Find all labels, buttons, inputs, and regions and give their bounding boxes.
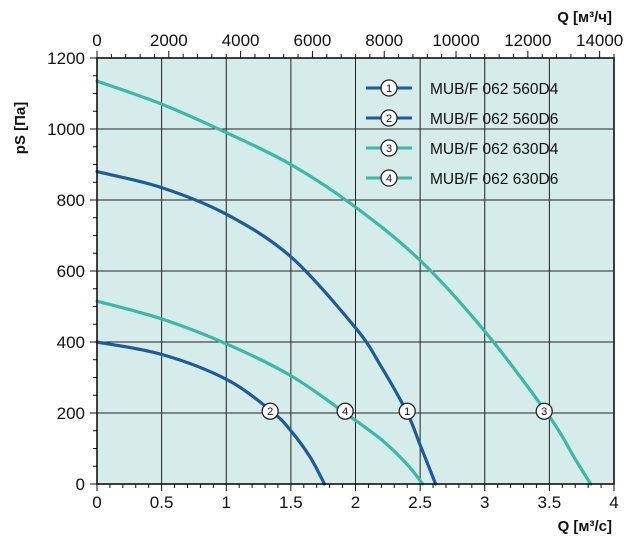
x2-tick-label: 12000 [504,31,551,50]
series-marker-2 [261,402,279,420]
series-markers: 1 2 3 4 [261,402,553,420]
legend-entry-3: MUB/F 062 630D4 [430,141,559,158]
legend-marker-3 [380,139,398,157]
legend-entry-4: MUB/F 062 630D6 [430,171,558,188]
y-tick-label: 0 [76,475,85,494]
legend-marker-label-4: 4 [386,173,392,185]
x2-tick-label: 6000 [294,31,332,50]
x2-tick-label: 8000 [365,31,403,50]
y-tick-label: 1200 [47,49,85,68]
x2-tick-label: 4000 [222,31,260,50]
y-tick-label: 1000 [47,120,85,139]
series-line-3 [95,79,593,486]
x-tick-label: 2.5 [408,493,432,512]
x2-tick-label: 10000 [432,31,479,50]
x2-tick-label: 14000 [576,31,623,50]
legend-entry-2: MUB/F 062 560D6 [430,111,558,128]
x2-tick-label: 2000 [150,31,188,50]
legend-entry-1: MUB/F 062 560D4 [430,81,559,98]
x-tick-label: 2 [351,493,360,512]
series-marker-3 [535,402,553,420]
x-tick-label: 3 [480,493,489,512]
x-tick-label: 1 [222,493,231,512]
series-line-4 [95,299,425,486]
grid [97,58,614,484]
y-tick-label: 400 [57,333,85,352]
legend-marker-4 [380,169,398,187]
x-tick-label: 0 [92,493,101,512]
y-tick-label: 600 [57,262,85,281]
series-line-1 [95,170,438,486]
legend-marker-label-3: 3 [386,143,392,155]
legend-marker-2 [380,109,398,127]
series-marker-label-1: 1 [404,406,410,418]
legend-marker-label-1: 1 [386,83,392,95]
series-marker-4 [336,402,354,420]
legend-marker-label-2: 2 [386,113,392,125]
x-tick-label: 4 [609,493,618,512]
x2-tick-label: 0 [92,31,101,50]
legend-marker-1 [380,79,398,97]
x-tick-label: 3.5 [538,493,562,512]
x-tick-label: 1.5 [279,493,303,512]
axis-ticks: 0 0.5 1 1.5 2 2.5 3 3.5 40 2000 4000 6000 8000 10000 1… [47,31,623,512]
y-tick-label: 200 [57,404,85,423]
series-marker-label-4: 4 [342,406,348,418]
series-marker-label-2: 2 [267,406,273,418]
x-tick-label: 0.5 [150,493,174,512]
series-marker-1 [398,402,416,420]
legend: 1 MUB/F 062 560D4 2 MUB/F 062 560D6 3 MUB/F 0… [366,79,559,188]
series-marker-label-3: 3 [541,406,547,418]
top-axis-title: Q [м³/ч] [557,9,612,26]
y-tick-label: 800 [57,191,85,210]
x-axis-title: Q [м³/с] [558,518,612,535]
y-axis-title: pS [Па] [12,102,29,154]
